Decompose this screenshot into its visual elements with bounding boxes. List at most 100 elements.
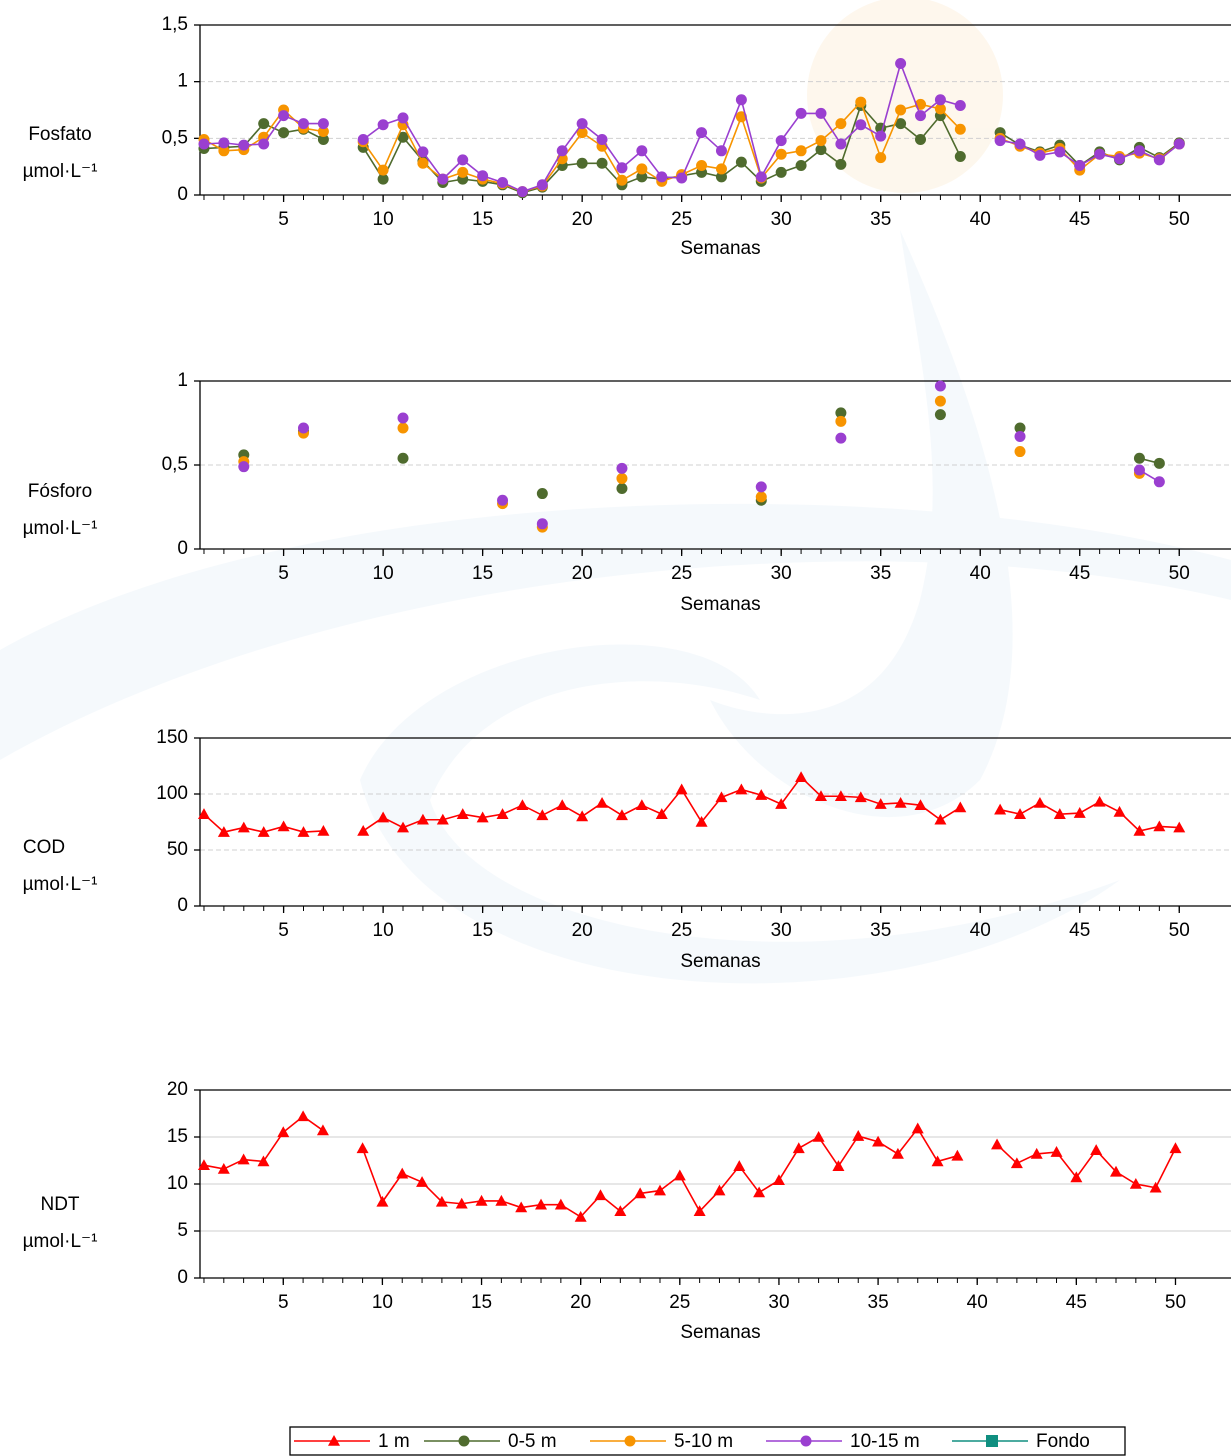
marker-circle <box>915 110 927 122</box>
marker-triangle <box>1010 1157 1023 1169</box>
series-line <box>999 800 1180 832</box>
x-tick-label: 45 <box>1066 1292 1087 1313</box>
marker-triangle <box>1073 807 1086 818</box>
x-tick-label: 40 <box>967 1292 988 1313</box>
x-tick-label: 15 <box>472 209 493 230</box>
x-tick-label: 15 <box>472 563 493 584</box>
marker-triangle <box>277 1126 290 1138</box>
x-tick-label: 25 <box>671 920 692 941</box>
marker-circle <box>616 174 628 186</box>
marker-circle <box>238 461 250 473</box>
marker-triangle <box>576 810 589 822</box>
marker-circle <box>1014 422 1026 434</box>
marker-circle <box>397 452 409 464</box>
marker-circle <box>576 157 588 169</box>
y-axis-label: Fosfato <box>28 124 91 145</box>
marker-circle <box>317 126 329 138</box>
x-tick-label: 45 <box>1069 920 1090 941</box>
marker-circle <box>357 133 369 145</box>
marker-circle <box>835 158 847 170</box>
x-tick-label: 20 <box>572 563 593 584</box>
x-tick-label: 10 <box>372 1292 393 1313</box>
marker-triangle <box>556 799 569 810</box>
marker-triangle <box>695 816 708 827</box>
marker-circle <box>377 164 389 176</box>
marker-triangle <box>834 790 847 802</box>
marker-circle <box>516 186 528 198</box>
y-axis-unit: µmol·L⁻¹ <box>23 1231 98 1252</box>
marker-circle <box>596 157 608 169</box>
marker-triangle <box>356 1142 369 1154</box>
x-tick-label: 25 <box>671 563 692 584</box>
marker-triangle <box>775 798 788 809</box>
marker-circle <box>317 133 329 145</box>
marker-circle <box>775 166 787 178</box>
marker-circle <box>636 163 648 175</box>
marker-triangle <box>476 811 489 823</box>
marker-triangle <box>475 1194 488 1206</box>
marker-circle <box>715 163 727 175</box>
marker-triangle <box>554 1198 567 1210</box>
marker-triangle <box>416 813 429 825</box>
y-tick-label: 20 <box>167 1079 188 1100</box>
marker-circle <box>1173 138 1185 150</box>
marker-triangle <box>257 826 270 837</box>
marker-triangle <box>914 799 927 810</box>
series-line <box>999 139 1180 167</box>
marker-circle <box>397 412 409 424</box>
marker-triangle <box>951 1149 964 1161</box>
marker-circle <box>536 518 548 530</box>
legend-marker <box>458 1435 470 1447</box>
marker-triangle <box>515 1201 528 1213</box>
x-tick-label: 40 <box>970 563 991 584</box>
marker-circle <box>934 380 946 392</box>
x-tick-label: 50 <box>1169 563 1190 584</box>
marker-circle <box>895 104 907 116</box>
y-axis-unit: µmol·L⁻¹ <box>23 518 98 539</box>
marker-circle <box>1074 160 1086 172</box>
marker-circle <box>656 171 668 183</box>
marker-circle <box>855 119 867 131</box>
marker-circle <box>497 177 509 189</box>
x-tick-label: 20 <box>570 1292 591 1313</box>
marker-triangle <box>852 1130 865 1141</box>
marker-triangle <box>733 1160 746 1171</box>
marker-circle <box>795 160 807 172</box>
marker-circle <box>457 154 469 166</box>
marker-circle <box>696 160 708 172</box>
legend-marker <box>624 1435 636 1447</box>
marker-triangle <box>574 1210 587 1222</box>
marker-circle <box>855 96 867 108</box>
x-tick-label: 30 <box>771 920 792 941</box>
marker-circle <box>377 173 389 185</box>
x-tick-label: 15 <box>471 1292 492 1313</box>
marker-triangle <box>735 783 748 795</box>
marker-triangle <box>237 821 250 833</box>
marker-circle <box>1014 430 1026 442</box>
marker-circle <box>755 491 767 503</box>
y-tick-label: 1 <box>177 370 188 391</box>
marker-triangle <box>316 1124 329 1136</box>
marker-circle <box>1034 149 1046 161</box>
marker-triangle <box>814 790 827 802</box>
marker-triangle <box>635 799 648 810</box>
marker-triangle <box>1053 808 1066 819</box>
marker-triangle <box>1129 1178 1142 1189</box>
marker-circle <box>1014 138 1026 150</box>
x-tick-label: 15 <box>472 920 493 941</box>
marker-circle <box>715 145 727 157</box>
marker-circle <box>457 166 469 178</box>
marker-circle <box>397 112 409 124</box>
marker-circle <box>775 148 787 160</box>
marker-triangle <box>1093 795 1106 807</box>
marker-triangle <box>377 811 390 823</box>
y-tick-label: 1,5 <box>162 14 188 35</box>
marker-circle <box>397 422 409 434</box>
marker-circle <box>258 138 270 150</box>
marker-circle <box>616 162 628 174</box>
x-tick-label: 30 <box>771 209 792 230</box>
marker-triangle <box>713 1184 726 1196</box>
x-tick-label: 5 <box>278 1292 289 1313</box>
marker-triangle <box>1173 821 1186 833</box>
